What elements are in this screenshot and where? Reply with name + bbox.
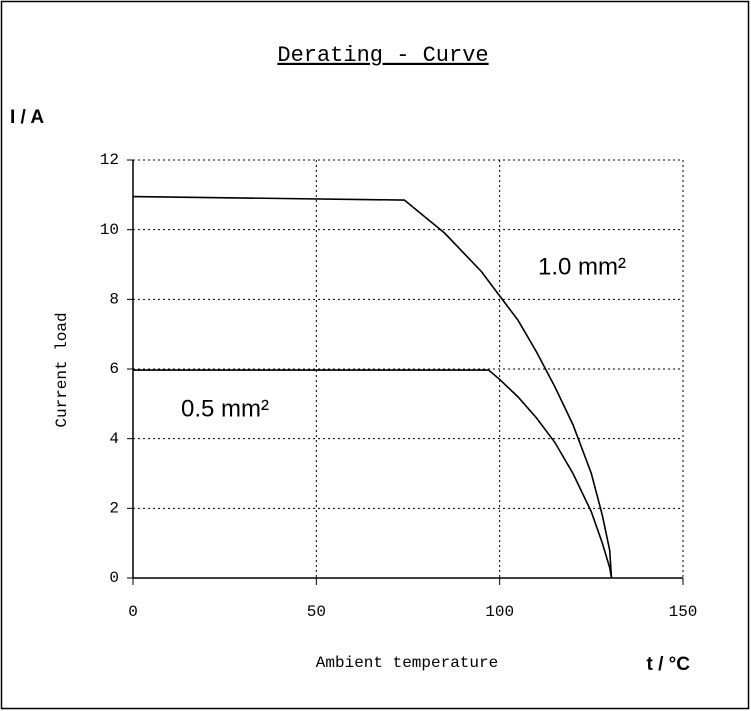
x-tick-label: 0 (128, 603, 138, 621)
x-axis-label: Ambient temperature (316, 654, 498, 672)
y-axis-label: Current load (53, 312, 71, 427)
annotation: 1.0 mm² (538, 253, 626, 280)
y-unit-label: I / A (10, 107, 44, 128)
y-tick-label: 8 (109, 291, 119, 309)
x-unit-label: t / °C (647, 654, 691, 675)
y-tick-label: 2 (109, 500, 119, 518)
x-tick-label: 100 (485, 603, 514, 621)
y-tick-label: 6 (109, 360, 119, 378)
x-tick-label: 150 (669, 603, 698, 621)
annotation: 0.5 mm² (181, 395, 269, 422)
chart-title: Derating - Curve (277, 43, 488, 68)
series-line (133, 369, 613, 579)
y-tick-label: 4 (109, 430, 119, 448)
y-tick-label: 12 (100, 151, 119, 169)
x-tick-label: 50 (307, 603, 326, 621)
y-tick-label: 10 (100, 221, 119, 239)
y-tick-label: 0 (109, 569, 119, 587)
series-line (132, 195, 613, 579)
